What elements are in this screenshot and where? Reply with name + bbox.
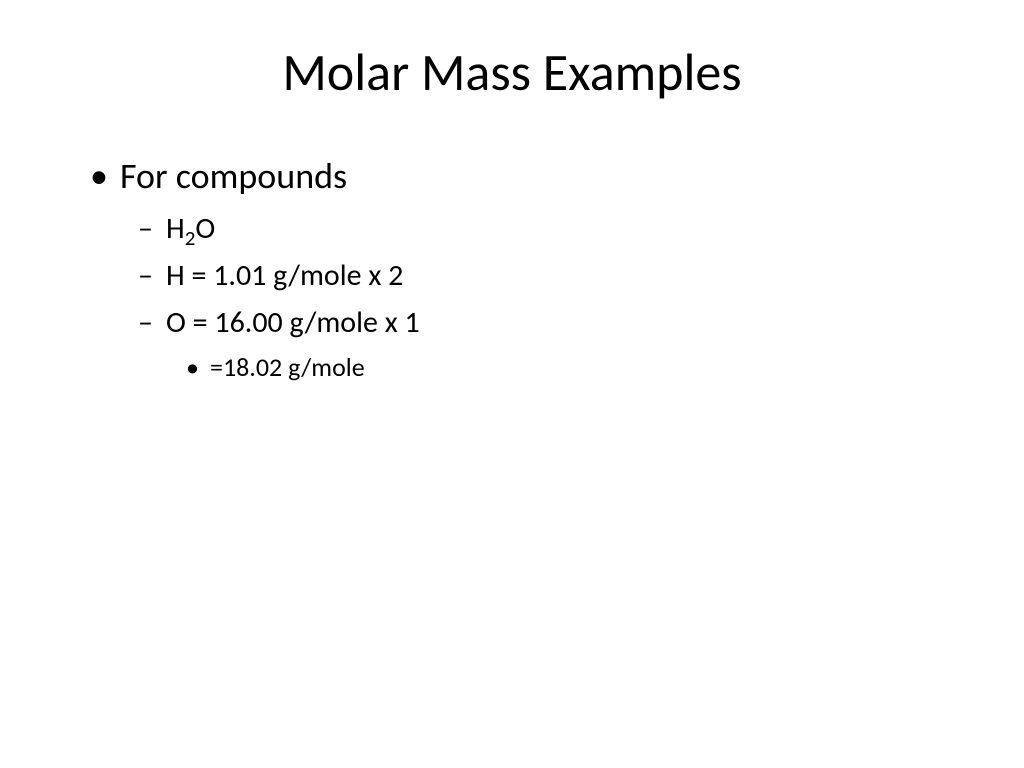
sub-list: H2O H = 1.01 g/mole x 2 O = 16.00 g/mole… — [90, 210, 964, 383]
bullet-total-mass: =18.02 g/mole — [186, 351, 964, 383]
sub-sub-list: =18.02 g/mole — [138, 351, 964, 383]
slide-title: Molar Mass Examples — [60, 40, 964, 104]
bullet-hydrogen-mass: H = 1.01 g/mole x 2 — [138, 257, 964, 294]
bullet-oxygen-mass: O = 16.00 g/mole x 1 — [138, 304, 964, 341]
bullet-h2o: H2O — [138, 210, 964, 247]
formula-subscript: 2 — [185, 225, 196, 251]
formula-hydrogen: H — [166, 210, 185, 247]
formula-oxygen: O — [195, 210, 215, 247]
slide-content: For compounds H2O H = 1.01 g/mole x 2 O … — [60, 154, 964, 383]
slide-container: Molar Mass Examples For compounds H2O H … — [0, 0, 1024, 768]
bullet-compounds: For compounds — [90, 154, 964, 198]
